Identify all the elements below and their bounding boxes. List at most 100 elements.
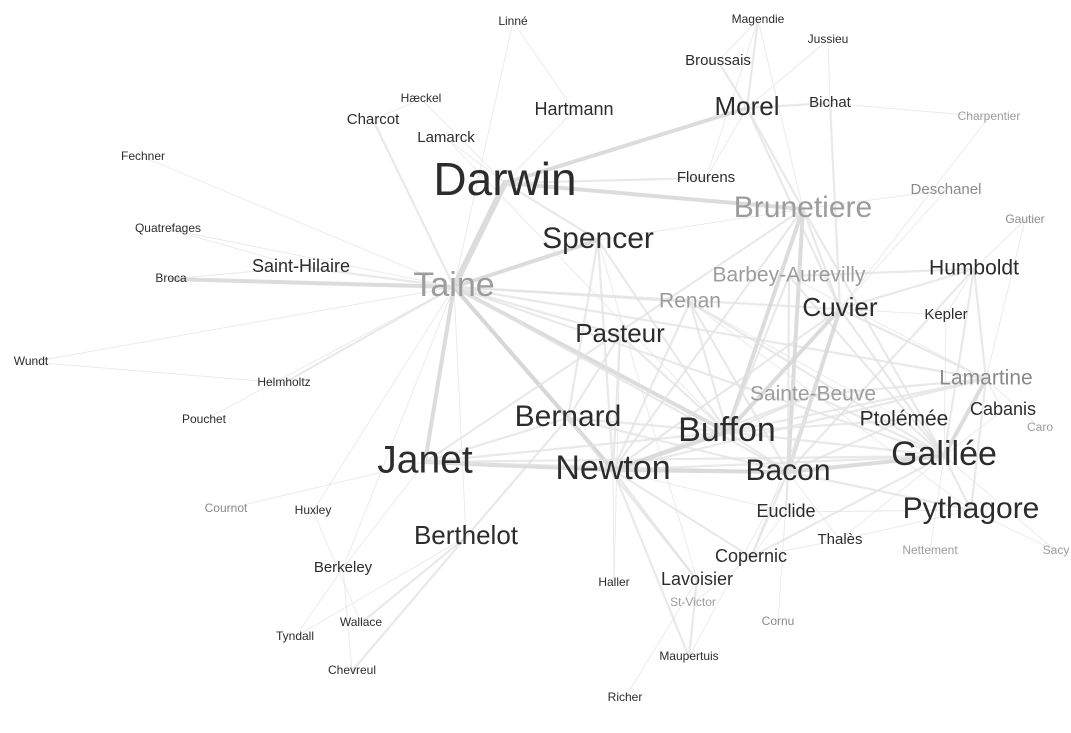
node-label-thales: Thalès (817, 531, 862, 548)
edge-renan-bacon (688, 300, 790, 474)
node-label-haller: Haller (598, 575, 629, 589)
edge-sainte-beuve-copernic (750, 394, 814, 558)
edge-morel-jussieu (746, 39, 829, 109)
node-label-spencer: Spencer (542, 222, 654, 255)
node-label-magendie: Magendie (732, 12, 785, 26)
node-label-cabanis: Cabanis (970, 399, 1036, 419)
edge-bernard-buffon (566, 416, 729, 434)
edge-lavoisier-richer (624, 579, 698, 699)
node-label-humboldt: Humboldt (929, 257, 1019, 280)
edge-taine-janet (423, 285, 456, 464)
edge-taine-saint-hilaire (299, 265, 456, 289)
edge-sainte-beuve-bacon (786, 393, 815, 474)
edge-taine-huxley (312, 286, 455, 512)
edge-taine-linne (453, 21, 514, 288)
edge-brunetiere-buffon (725, 207, 805, 434)
edge-morel-flourens (705, 107, 748, 179)
edge-spencer-buffon (596, 238, 729, 434)
edge-sainte-beuve-lamartine (811, 377, 988, 397)
node-label-sainte-beuve: Sainte-Beuve (750, 383, 876, 406)
edge-taine-lamartine (452, 285, 988, 381)
edge-bernard-berthelot (464, 416, 570, 539)
edge-taine-quatrefages (167, 228, 455, 288)
edge-newton-euclide (612, 469, 787, 513)
edge-brunetiere-galilee (801, 207, 946, 458)
node-label-helmholtz: Helmholtz (257, 375, 310, 389)
edge-taine-broca (169, 277, 456, 289)
edge-brunetiere-deschanel (802, 189, 947, 210)
edge-barbey-aurevilly-bacon (786, 274, 791, 474)
edge-darwin-morel (503, 106, 749, 185)
edge-humboldt-kepler (945, 268, 975, 316)
edge-darwin-hartmann (504, 109, 575, 184)
edge-buffon-bacon (725, 430, 790, 474)
node-label-haeckel: Hæckel (401, 91, 442, 105)
edge-brunetiere-janet (423, 207, 805, 464)
node-label-brunetiere: Brunetiere (734, 191, 872, 224)
edge-taine-pasteur (452, 285, 622, 337)
edge-saint-hilaire-broca (170, 266, 302, 280)
edge-galilee-thales (839, 455, 945, 541)
edge-deschanel-cuvier (839, 189, 947, 310)
edge-brunetiere-newton (611, 207, 805, 472)
edge-darwin-spencer (503, 181, 600, 242)
edge-morel-magendie (745, 18, 760, 110)
node-label-berthelot: Berthelot (414, 520, 519, 550)
edge-pasteur-bernard (566, 333, 622, 420)
edge-spencer-lavoisier (597, 239, 698, 581)
node-label-cornu: Cornu (762, 614, 795, 628)
edge-bacon-galilee (786, 454, 946, 474)
edge-brunetiere-magendie (757, 19, 804, 210)
edge-cuvier-galilee (838, 307, 946, 458)
edge-taine-galilee (452, 285, 946, 458)
edge-bacon-maupertuis (688, 471, 789, 658)
edge-taine-berkeley (342, 286, 455, 569)
edge-pythagore-thales (839, 509, 972, 541)
node-label-jussieu: Jussieu (808, 32, 849, 46)
node-label-quatrefages: Quatrefages (135, 221, 201, 235)
edge-humboldt-bacon (786, 267, 976, 474)
edge-janet-buffon (423, 430, 729, 464)
node-label-pythagore: Pythagore (903, 492, 1040, 525)
node-label-darwin: Darwin (433, 153, 576, 205)
edge-berthelot-tyndall (294, 536, 467, 638)
edge-bacon-cornu (777, 471, 789, 623)
node-label-deschanel: Deschanel (911, 181, 982, 198)
edge-buffon-galilee (725, 430, 946, 458)
node-label-sacy: Sacy (1043, 543, 1070, 557)
edge-taine-charcot (371, 118, 456, 289)
edge-renan-buffon (688, 300, 729, 434)
edge-cuvier-buffon (725, 307, 842, 434)
edge-darwin-brunetiere (503, 181, 805, 211)
node-label-cuvier: Cuvier (802, 292, 877, 322)
edge-taine-berthelot (453, 286, 467, 538)
node-label-tyndall: Tyndall (276, 629, 314, 643)
node-label-kepler: Kepler (924, 306, 967, 323)
edge-newton-maupertuis (611, 468, 691, 659)
edge-newton-bacon (611, 468, 790, 474)
edge-buffon-ptolemee (725, 418, 906, 434)
edge-spencer-newton (596, 238, 615, 472)
edge-lamartine-pythagore (969, 377, 988, 512)
edge-charpentier-cuvier (839, 116, 990, 310)
edge-hartmann-linne (512, 21, 575, 111)
edge-copernic-st-victor (692, 556, 752, 604)
edge-berthelot-chevreul (350, 535, 468, 673)
edge-cuvier-lamartine (838, 307, 988, 381)
edge-pythagore-sacy (970, 509, 1057, 552)
edge-barbey-aurevilly-galilee (787, 274, 946, 458)
edge-darwin-lamarck (445, 137, 506, 184)
node-label-wallace: Wallace (340, 615, 383, 629)
edge-renan-ptolemee (689, 301, 905, 421)
edge-galilee-ptolemee (902, 418, 946, 458)
node-label-morel: Morel (714, 91, 779, 121)
node-label-newton: Newton (555, 449, 670, 487)
edge-newton-galilee (611, 454, 946, 472)
edge-spencer-brunetiere (597, 208, 804, 241)
node-label-taine: Taine (413, 266, 494, 304)
node-label-charpentier: Charpentier (958, 109, 1021, 123)
node-label-berkeley: Berkeley (314, 559, 373, 576)
edge-cuvier-humboldt (838, 267, 976, 311)
edge-saint-hilaire-quatrefages (167, 228, 302, 268)
